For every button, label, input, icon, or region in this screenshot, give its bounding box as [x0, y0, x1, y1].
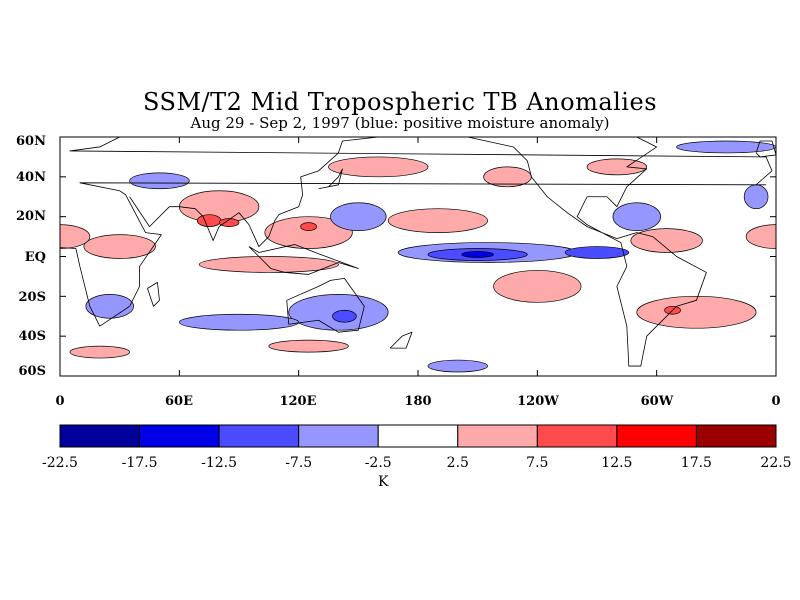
colorbar [59, 424, 777, 448]
colorbar-swatch [218, 424, 300, 448]
colorbar-label: 22.5 [760, 455, 792, 471]
colorbar-label: -12.5 [201, 455, 238, 471]
lat-label-40n: 40N [16, 170, 46, 185]
colorbar-label: 7.5 [526, 455, 549, 471]
colorbar-swatch [695, 424, 777, 448]
positive-anomaly-region [69, 345, 130, 359]
negative-anomaly-region [85, 293, 134, 319]
negative-anomaly-region [676, 140, 776, 154]
lon-label-0: 0 [55, 394, 65, 409]
positive-anomaly-region [328, 156, 429, 178]
colorbar-label: -22.5 [42, 455, 78, 471]
coastline [755, 140, 776, 158]
lat-label-20n: 20N [16, 209, 46, 224]
colorbar-label: 17.5 [680, 455, 712, 471]
lon-label-60e: 60E [165, 394, 193, 409]
colorbar-swatch [377, 424, 459, 448]
positive-anomaly-region [493, 270, 582, 303]
negative-anomaly-region [332, 309, 357, 323]
coastline [60, 182, 767, 327]
positive-anomaly-region [218, 218, 240, 227]
colorbar-swatch [457, 424, 538, 448]
colorbar-label: 12.5 [601, 455, 633, 471]
chart-title: SSM/T2 Mid Tropospheric TB Anomalies [142, 88, 658, 116]
positive-anomaly-region [387, 208, 488, 233]
colorbar-label: -2.5 [364, 455, 392, 471]
negative-anomaly-region [612, 202, 661, 231]
lat-label-20s: 20S [18, 290, 46, 305]
coastline [660, 137, 688, 138]
colorbar-swatch [139, 424, 220, 448]
coastline [286, 278, 365, 333]
colorbar-swatch [298, 424, 379, 448]
positive-anomaly-region [586, 158, 648, 176]
colorbar-label: 2.5 [446, 455, 469, 471]
colorbar-label: -7.5 [285, 455, 313, 471]
lat-label-eq: EQ [24, 250, 46, 265]
negative-anomaly-region [129, 172, 190, 190]
lat-label-60n: 60N [16, 134, 46, 149]
chart-subtitle: Aug 29 - Sep 2, 1997 (blue: positive moi… [190, 114, 610, 132]
positive-anomaly-region [300, 222, 317, 231]
negative-anomaly-region [743, 184, 769, 210]
positive-anomaly-region [83, 234, 156, 259]
lat-label-40s: 40S [18, 329, 46, 344]
anomaly-layer [60, 140, 776, 373]
positive-anomaly-region [630, 228, 703, 253]
colorbar-swatch [616, 424, 697, 448]
positive-anomaly-region [196, 214, 222, 227]
coastline [248, 244, 359, 275]
coastline [466, 137, 707, 367]
coastline [389, 331, 413, 349]
negative-anomaly-region [60, 146, 61, 148]
negative-anomaly-region [427, 359, 488, 373]
negative-anomaly-region [330, 202, 387, 231]
coastline [129, 137, 379, 247]
colorbar-swatch [536, 424, 618, 448]
negative-anomaly-region [461, 251, 494, 258]
lat-label-60s: 60S [18, 364, 46, 379]
coastline [318, 168, 343, 190]
colorbar-swatch [59, 424, 141, 448]
lon-label-120w: 120W [517, 394, 559, 409]
positive-anomaly-region [636, 295, 757, 329]
coastline-layer [60, 137, 776, 367]
colorbar-label: -17.5 [121, 455, 158, 471]
coastline [147, 281, 160, 307]
lon-label-60w: 60W [640, 394, 674, 409]
negative-anomaly-region [178, 313, 300, 331]
positive-anomaly-region [198, 256, 339, 273]
lon-label-180: 180 [404, 394, 432, 409]
axis-ticks [59, 136, 777, 377]
negative-anomaly-region [564, 246, 630, 259]
lon-label-0-east: 0 [771, 394, 781, 409]
positive-anomaly-region [745, 224, 776, 249]
positive-anomaly-region [60, 224, 91, 249]
positive-anomaly-region [264, 216, 353, 249]
colorbar-unit: K [378, 474, 389, 490]
coastline [69, 137, 773, 186]
positive-anomaly-region [268, 339, 349, 353]
lon-label-120e: 120E [279, 394, 317, 409]
